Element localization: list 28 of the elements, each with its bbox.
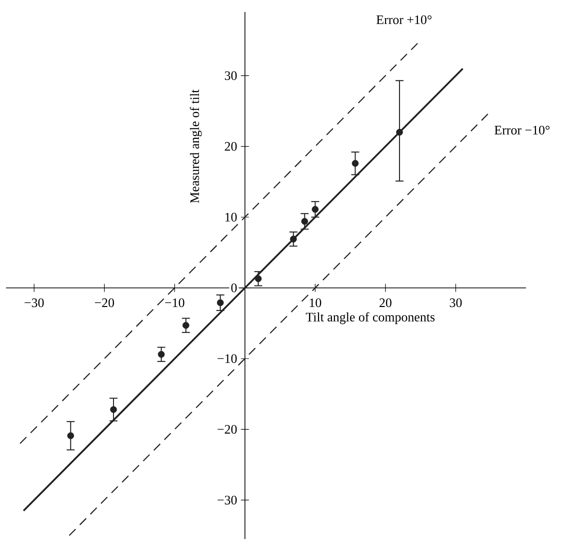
annotation: Error +10°	[376, 15, 432, 24]
x-tick-label: 20	[380, 298, 392, 308]
x-tick-label: −10	[165, 298, 184, 308]
y-tick-label: −20	[218, 424, 237, 434]
point	[216, 299, 224, 306]
x-tick-label: 10	[310, 298, 322, 308]
y-axis-title: Measured angle of tilt	[190, 89, 202, 204]
point	[110, 406, 117, 413]
y-tick-label: 0	[231, 284, 237, 292]
y-tick-label: 30	[224, 71, 237, 80]
point	[254, 275, 262, 282]
point	[67, 432, 74, 440]
y-tick-label: −30	[218, 496, 237, 504]
annotation: Error −10°	[494, 126, 550, 134]
point	[352, 160, 359, 167]
point	[290, 236, 297, 242]
point	[312, 206, 319, 213]
point	[301, 218, 308, 225]
point	[396, 128, 403, 136]
point	[182, 322, 190, 329]
y-tick-label: 10	[225, 212, 237, 222]
x-tick-label: −30	[24, 298, 44, 308]
y-tick-label: 20	[224, 142, 237, 151]
point	[158, 350, 165, 358]
x-tick-label: 30	[450, 298, 462, 308]
x-axis-title: Tilt angle of components	[306, 312, 435, 324]
x-tick-label: −20	[94, 298, 114, 308]
y-tick-label: −10	[218, 354, 237, 363]
